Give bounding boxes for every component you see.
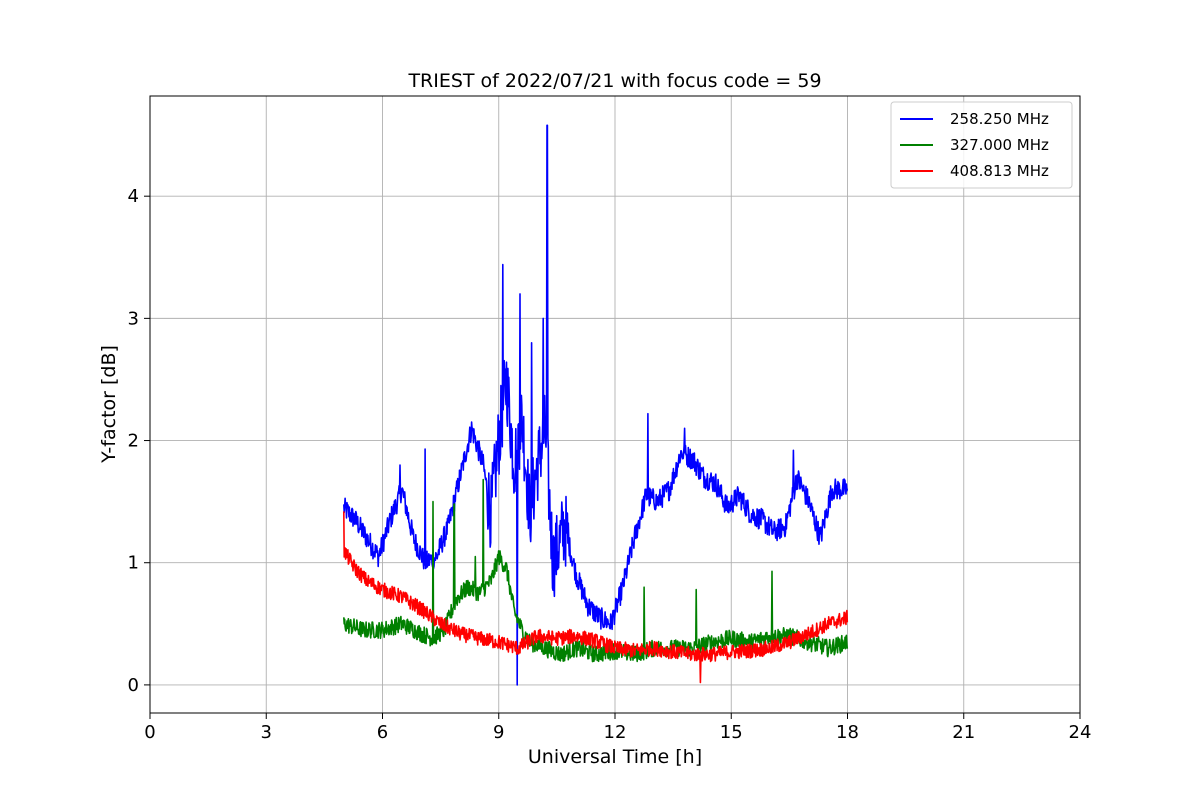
legend-label: 327.000 MHz [950, 136, 1049, 154]
x-tick-label: 0 [144, 722, 155, 743]
legend-box [890, 101, 1073, 189]
y-tick-label: 4 [128, 186, 139, 207]
legend: 258.250 MHz 327.000 MHz 408.813 MHz [890, 101, 1073, 189]
series-line-1 [343, 124, 849, 686]
y-tick-label: 0 [128, 675, 139, 696]
series-line-3 [343, 511, 849, 684]
x-tick-label: 18 [836, 722, 859, 743]
y-axis-label: Y-factor [dB] [98, 345, 120, 464]
legend-label: 258.250 MHz [950, 110, 1049, 128]
x-tick-label: 6 [377, 722, 388, 743]
x-tick-label: 12 [604, 722, 627, 743]
x-tick-label: 9 [493, 722, 504, 743]
legend-label: 408.813 MHz [950, 162, 1049, 180]
y-tick-label: 2 [128, 431, 139, 452]
x-axis-label: Universal Time [h] [528, 746, 702, 768]
x-tick-label: 24 [1069, 722, 1092, 743]
chart-title: TRIEST of 2022/07/21 with focus code = 5… [407, 70, 821, 92]
series-line-2 [343, 478, 849, 663]
y-tick-label: 1 [128, 553, 139, 574]
x-tick-label: 21 [952, 722, 975, 743]
y-tick-label: 3 [128, 308, 139, 329]
x-tick-label: 15 [720, 722, 743, 743]
x-tick-label: 3 [261, 722, 272, 743]
